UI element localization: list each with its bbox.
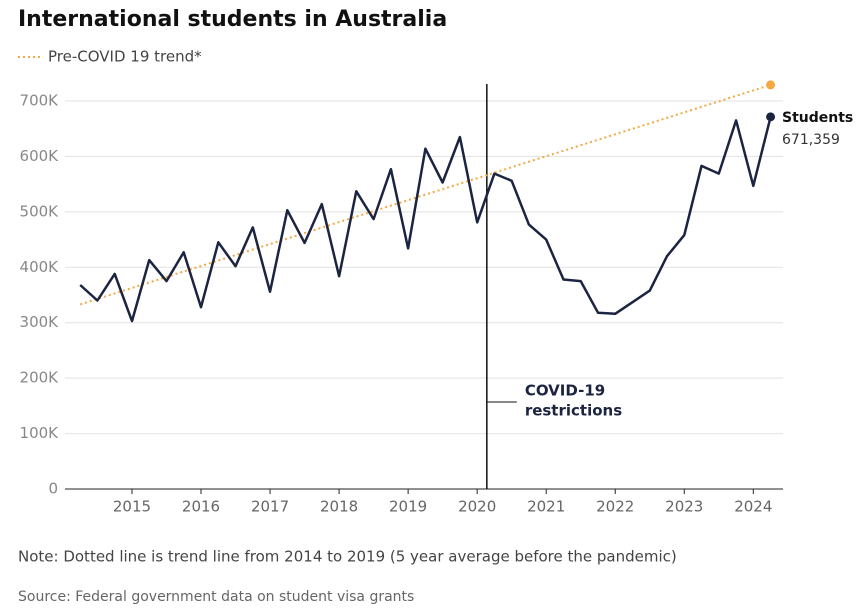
- trend-line: [79, 83, 771, 306]
- y-tick-label: 200K: [20, 369, 60, 387]
- x-tick-label: 2016: [182, 498, 220, 516]
- legend-label: Pre-COVID 19 trend*: [48, 48, 202, 66]
- note: Note: Dotted line is trend line from 201…: [18, 548, 677, 566]
- annotation-text: restrictions: [525, 402, 622, 420]
- x-tick-label: 2023: [665, 498, 703, 516]
- x-tick-label: 2017: [251, 498, 289, 516]
- x-tick-label: 2020: [458, 498, 496, 516]
- x-tick-label: 2021: [527, 498, 565, 516]
- x-tick-label: 2019: [389, 498, 427, 516]
- y-tick-label: 0: [48, 480, 58, 498]
- chart-title: International students in Australia: [18, 7, 447, 32]
- y-tick-label: 600K: [20, 147, 60, 165]
- x-tick-label: 2022: [596, 498, 634, 516]
- value-label: 671,359: [782, 132, 840, 148]
- x-tick-label: 2024: [734, 498, 772, 516]
- y-tick-label: 500K: [20, 202, 60, 220]
- x-tick-label: 2015: [113, 498, 151, 516]
- y-tick-label: 700K: [20, 92, 60, 110]
- end-dot: [766, 112, 776, 122]
- series-label: Students: [782, 110, 853, 126]
- annotation-text: COVID-19: [525, 382, 605, 400]
- y-tick-label: 400K: [20, 258, 60, 276]
- x-tick-label: 2018: [320, 498, 358, 516]
- data-line: [79, 116, 772, 323]
- source: Source: Federal government data on stude…: [18, 589, 414, 605]
- y-tick-label: 100K: [20, 424, 60, 442]
- y-tick-label: 300K: [20, 313, 60, 331]
- end-dot: [766, 80, 776, 90]
